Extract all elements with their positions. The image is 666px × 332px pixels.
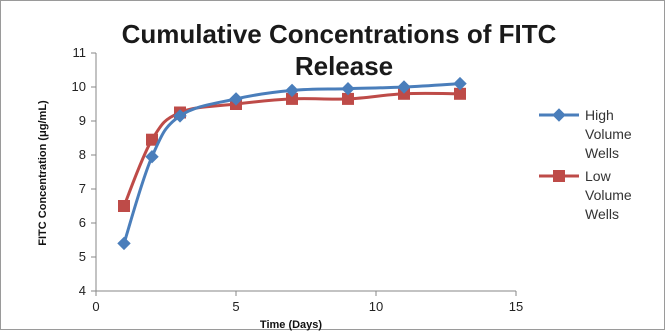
y-axis-title: FITC Concentration (μg/mL) bbox=[37, 100, 49, 246]
legend-marker bbox=[552, 108, 566, 122]
legend-item: Low Volume Wells bbox=[539, 168, 632, 222]
data-point-marker bbox=[229, 92, 243, 106]
legend-label: Volume bbox=[585, 126, 632, 142]
data-point-marker bbox=[285, 83, 299, 98]
legend: High Volume Wells Low Volume Wells bbox=[539, 107, 632, 222]
legend-label: Volume bbox=[585, 187, 632, 203]
legend-label: Wells bbox=[585, 206, 619, 222]
chart-title: Cumulative Concentrations of FITC Releas… bbox=[122, 19, 557, 81]
y-tick-label: 8 bbox=[79, 147, 86, 162]
data-point-marker bbox=[341, 81, 355, 96]
data-point-marker bbox=[397, 80, 411, 94]
data-point-marker bbox=[145, 149, 159, 164]
x-tick-label: 0 bbox=[92, 299, 99, 314]
y-tick-label: 6 bbox=[79, 215, 86, 230]
x-tick-label: 15 bbox=[509, 299, 523, 314]
legend-label: High bbox=[585, 107, 614, 123]
legend-label: Wells bbox=[585, 145, 619, 161]
legend-marker bbox=[553, 170, 565, 182]
x-tick-label: 5 bbox=[232, 299, 239, 314]
data-point-marker bbox=[117, 236, 131, 251]
y-tick-label: 9 bbox=[79, 113, 86, 128]
data-point-marker bbox=[146, 133, 158, 146]
x-tick-label: 10 bbox=[369, 299, 383, 314]
plot-series bbox=[117, 76, 467, 251]
legend-item: High Volume Wells bbox=[539, 107, 632, 161]
series-1 bbox=[118, 87, 466, 212]
y-tick-label: 10 bbox=[72, 79, 86, 94]
data-point-marker bbox=[173, 109, 187, 123]
axes: 4 5 6 7 8 9 10 11 0 5 10 15 bbox=[72, 45, 524, 314]
y-tick-label: 11 bbox=[73, 45, 87, 60]
series-0 bbox=[117, 76, 467, 251]
chart-title-line-1: Cumulative Concentrations of FITC bbox=[122, 19, 557, 49]
y-tick-label: 5 bbox=[79, 249, 86, 264]
chart-title-line-2: Release bbox=[295, 51, 393, 81]
y-tick-label: 4 bbox=[79, 283, 86, 298]
legend-label: Low bbox=[585, 168, 612, 184]
x-axis-title: Time (Days) bbox=[260, 319, 322, 331]
data-point-marker bbox=[453, 76, 467, 91]
data-point-marker bbox=[118, 200, 130, 212]
y-tick-label: 7 bbox=[79, 181, 86, 196]
